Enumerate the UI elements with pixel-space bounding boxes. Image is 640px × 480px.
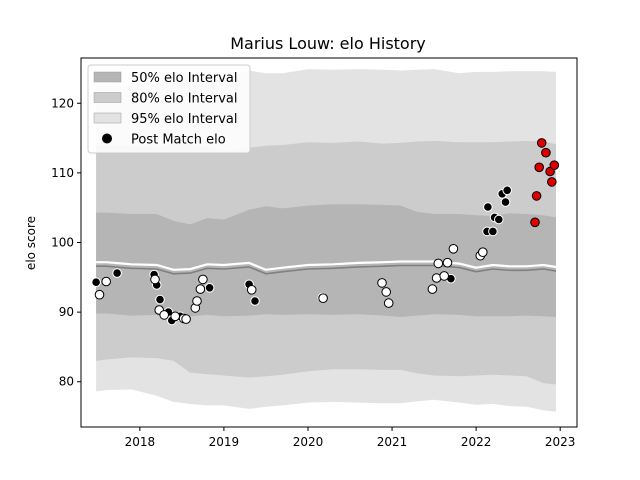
data-point [204, 283, 215, 293]
data-point [531, 191, 542, 201]
data-point [112, 268, 122, 278]
data-point [427, 284, 438, 294]
data-point [198, 274, 208, 285]
data-point [433, 258, 444, 269]
data-point [192, 296, 202, 306]
data-point [502, 185, 513, 196]
data-point [381, 287, 392, 297]
y-tick-label: 80 [59, 375, 74, 389]
legend-label: 80% elo Interval [131, 92, 238, 107]
data-point [250, 296, 260, 306]
y-tick-label: 100 [51, 236, 74, 250]
data-point [478, 247, 488, 257]
legend-swatch [93, 71, 122, 83]
x-axis: 2018 2019 2020 2021 2022 2023 [125, 427, 576, 449]
legend-marker [102, 133, 112, 144]
data-point [549, 160, 560, 170]
data-point [500, 197, 511, 207]
legend-label: 50% elo Interval [131, 71, 238, 86]
data-point [377, 278, 387, 288]
data-point [534, 162, 545, 173]
legend-label: Post Match elo [131, 133, 226, 148]
x-tick-label: 2021 [377, 435, 408, 449]
data-point [442, 257, 453, 268]
data-point [150, 274, 160, 285]
y-axis-label: elo score [24, 216, 38, 270]
legend-swatch [93, 112, 122, 124]
x-tick-label: 2018 [125, 435, 156, 449]
post-match-points [91, 138, 560, 326]
data-point [547, 177, 557, 187]
data-point [383, 298, 394, 308]
y-axis: 80 90 100 110 120 [51, 96, 81, 389]
data-point [541, 147, 551, 158]
y-tick-label: 110 [51, 166, 74, 180]
legend-swatch [93, 92, 122, 103]
data-point [318, 293, 328, 304]
data-point [536, 138, 547, 148]
band-center-line [96, 264, 557, 275]
data-point [170, 311, 180, 322]
data-point [101, 276, 111, 287]
data-point [494, 214, 504, 225]
y-tick-label: 120 [51, 96, 74, 110]
data-point [159, 310, 169, 320]
x-tick-label: 2023 [545, 435, 576, 449]
band-upper-edge-line [96, 260, 557, 271]
x-tick-label: 2022 [461, 435, 492, 449]
data-point [483, 202, 493, 212]
x-tick-label: 2019 [209, 435, 240, 449]
data-point [488, 226, 498, 237]
data-point [448, 244, 459, 254]
data-point [439, 271, 450, 281]
data-point [195, 284, 206, 294]
legend-label: 95% elo Interval [131, 112, 238, 127]
data-point [530, 217, 540, 228]
legend-box [87, 64, 251, 154]
data-point [246, 285, 257, 295]
data-point [94, 289, 105, 300]
data-point [155, 294, 165, 305]
chart-title: Marius Louw: elo History [230, 34, 426, 53]
y-tick-label: 90 [59, 305, 74, 319]
legend: 50% elo Interval 80% elo Interval 95% elo … [87, 64, 251, 154]
data-point [91, 277, 101, 288]
x-tick-label: 2020 [293, 435, 324, 449]
data-point [181, 314, 191, 324]
